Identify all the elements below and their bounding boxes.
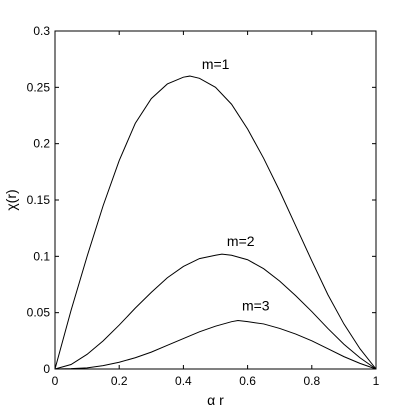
y-tick-label: 0.3 [33, 24, 50, 38]
y-tick-label: 0 [43, 362, 50, 376]
x-tick-label: 0 [52, 374, 59, 388]
x-tick-label: 0.4 [175, 374, 192, 388]
y-axis: 0 0.05 0.1 0.15 0.2 0.25 0.3 [27, 24, 376, 376]
series-labels: m=1 m=2 m=3 [202, 56, 270, 313]
x-axis-label: α r [207, 392, 224, 408]
plot-frame [54, 30, 377, 370]
x-tick-label: 0.6 [239, 374, 256, 388]
series-line-m1 [54, 75, 377, 370]
y-tick-label: 0.1 [33, 249, 50, 263]
x-tick-label: 0.2 [111, 374, 128, 388]
y-tick-label: 0.2 [33, 137, 50, 151]
y-tick-label: 0.05 [27, 306, 51, 320]
series-label-m2: m=2 [227, 233, 255, 249]
series-label-m3: m=3 [242, 298, 270, 314]
y-axis-label: χ(r) [3, 189, 19, 210]
series-group [54, 75, 377, 370]
series-line-m3 [54, 320, 377, 370]
x-tick-label: 0.8 [303, 374, 320, 388]
series-line-m2 [54, 253, 377, 370]
x-axis: 0 0.2 0.4 0.6 0.8 1 [52, 31, 380, 388]
y-tick-label: 0.15 [27, 193, 51, 207]
y-tick-label: 0.25 [27, 80, 51, 94]
series-label-m1: m=1 [202, 56, 230, 72]
x-tick-label: 1 [373, 374, 380, 388]
